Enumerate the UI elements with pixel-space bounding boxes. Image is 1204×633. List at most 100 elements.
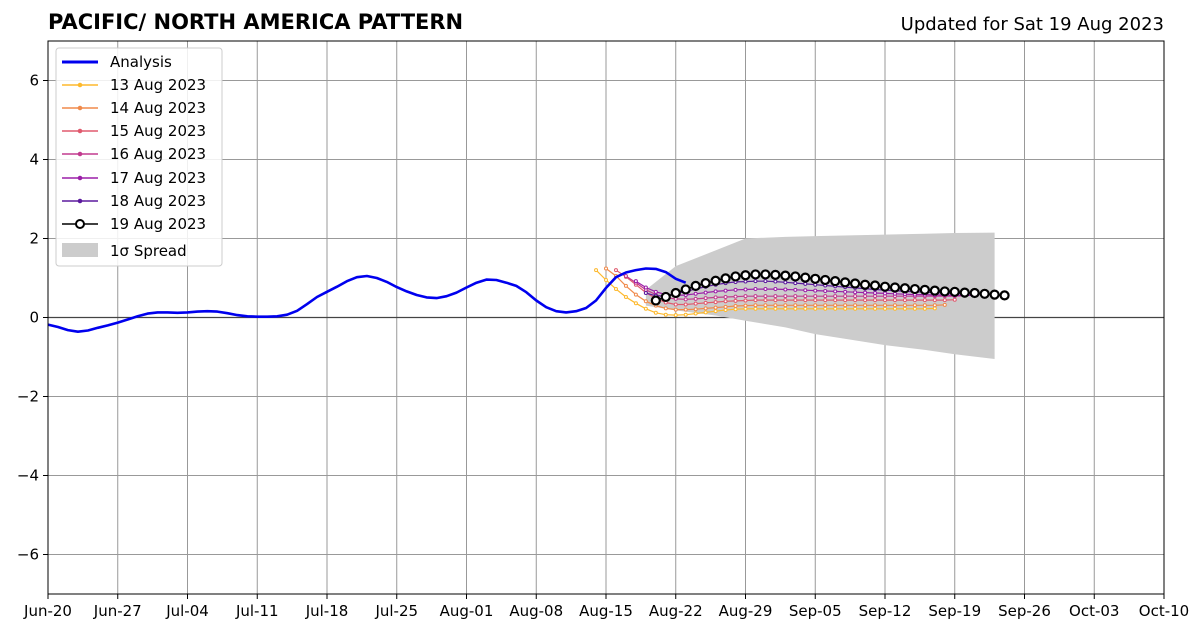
x-tick-label: Oct-03: [1069, 602, 1119, 620]
y-tick-label: 6: [29, 72, 39, 90]
forecast-point: [833, 306, 838, 311]
forecast-point: [743, 287, 748, 292]
forecast-point: [763, 303, 768, 308]
forecast-point: [863, 306, 868, 311]
x-tick-label: Sep-05: [789, 602, 842, 620]
forecast-point: [720, 273, 731, 284]
forecast-point: [604, 266, 608, 271]
forecast-point: [952, 297, 957, 302]
forecast-point: [683, 302, 688, 307]
forecast-point: [793, 281, 798, 286]
forecast-series-7: [650, 269, 1010, 306]
forecast-point: [733, 294, 738, 299]
legend-label-analysis: Analysis: [110, 53, 172, 71]
legend-label-spread: 1σ Spread: [110, 242, 187, 260]
legend-label-19aug: 19 Aug 2023: [110, 215, 206, 233]
forecast-point: [773, 287, 778, 292]
forecast-point: [853, 303, 858, 308]
forecast-point: [653, 289, 658, 294]
forecast-point: [912, 298, 917, 303]
forecast-point: [713, 295, 718, 300]
forecast-point: [783, 280, 788, 285]
forecast-point: [863, 294, 868, 299]
forecast-point: [750, 269, 761, 280]
forecast-point: [643, 299, 648, 304]
forecast-point: [643, 291, 648, 296]
forecast-point: [703, 310, 708, 315]
x-axis: Jun-20 Jun-27 Jul-04 Jul-11 Jul-18 Jul-25 Aug-…: [23, 594, 1189, 620]
forecast-point: [760, 269, 771, 280]
x-tick-label: Jul-04: [165, 602, 209, 620]
x-tick-label: Aug-01: [440, 602, 494, 620]
forecast-point: [922, 298, 927, 303]
forecast-point: [932, 298, 937, 303]
forecast-point: [843, 298, 848, 303]
forecast-point: [892, 291, 897, 296]
forecast-point: [783, 294, 788, 299]
forecast-point: [869, 280, 881, 291]
forecast-point: [690, 280, 701, 291]
forecast-point: [733, 287, 738, 292]
x-tick-label: Aug-08: [509, 602, 563, 620]
forecast-point: [604, 277, 608, 282]
forecast-point: [723, 288, 728, 293]
forecast-point: [723, 307, 728, 312]
forecast-point: [892, 306, 897, 311]
forecast-point: [843, 306, 848, 311]
y-tick-label: −2: [17, 388, 39, 406]
forecast-point: [823, 294, 828, 299]
legend-marker-18aug: [77, 198, 83, 204]
forecast-point: [633, 279, 638, 284]
x-tick-label: Sep-19: [928, 602, 981, 620]
legend: Analysis 13 Aug 2023 14 Aug 2023 15 Aug …: [55, 47, 223, 267]
forecast-point: [713, 309, 718, 314]
chart-title: PACIFIC/ NORTH AMERICA PATTERN: [48, 10, 463, 34]
forecast-point: [693, 291, 698, 296]
forecast-point: [813, 298, 818, 303]
x-tick-label: Aug-15: [579, 602, 633, 620]
forecast-point: [793, 298, 798, 303]
forecast-point: [853, 294, 858, 299]
forecast-point: [820, 274, 831, 286]
forecast-point: [713, 289, 718, 294]
forecast-point: [840, 277, 851, 288]
forecast-point: [883, 291, 887, 296]
forecast-point: [650, 295, 661, 306]
legend-marker-19aug: [75, 219, 85, 229]
legend-label-14aug: 14 Aug 2023: [110, 99, 206, 117]
forecast-point: [859, 279, 871, 290]
legend-label-15aug: 15 Aug 2023: [110, 122, 206, 140]
forecast-point: [803, 288, 808, 293]
plot-area: [47, 40, 1165, 595]
forecast-point: [680, 284, 691, 295]
forecast-point: [912, 306, 917, 311]
forecast-point: [932, 303, 937, 308]
forecast-point: [770, 269, 781, 280]
legend-marker-14aug: [77, 105, 83, 111]
forecast-point: [793, 294, 798, 299]
forecast-point: [833, 289, 838, 294]
forecast-point: [753, 287, 758, 292]
forecast-point: [613, 268, 618, 273]
forecast-point: [723, 299, 728, 304]
forecast-point: [823, 289, 828, 294]
forecast-point: [740, 270, 751, 281]
forecast-point: [743, 294, 748, 299]
forecast-point: [633, 292, 638, 297]
forecast-point: [623, 283, 628, 288]
x-tick-label: Oct-10: [1139, 602, 1189, 620]
forecast-point: [613, 287, 618, 292]
forecast-point: [863, 298, 868, 303]
forecast-point: [793, 287, 798, 292]
forecast-point: [830, 276, 841, 287]
forecast-point: [853, 290, 858, 295]
x-tick-label: Jul-11: [235, 602, 279, 620]
forecast-point: [733, 304, 738, 309]
legend-label-17aug: 17 Aug 2023: [110, 169, 206, 187]
forecast-point: [922, 306, 927, 311]
legend-label-16aug: 16 Aug 2023: [110, 145, 206, 163]
forecast-point: [753, 279, 758, 284]
forecast-point: [663, 306, 668, 311]
forecast-point: [773, 279, 778, 284]
forecast-point: [863, 303, 868, 308]
